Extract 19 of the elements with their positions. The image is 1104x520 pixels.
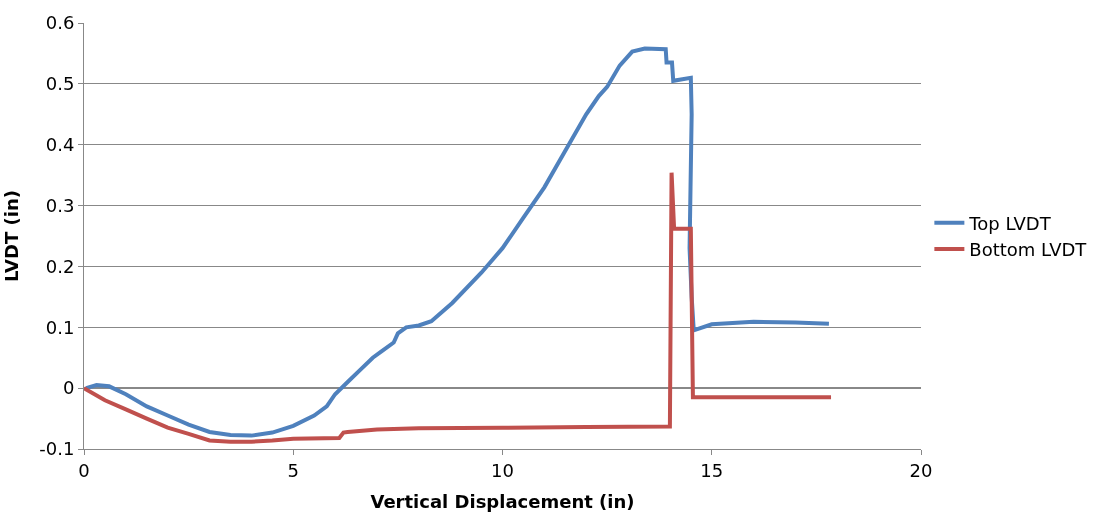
y-tick-label: 0.3 [45,194,75,216]
y-tick-label: 0.2 [45,255,75,277]
y-tick-label: -0.1 [39,438,75,460]
y-axis-title: LVDT (in) [1,190,23,282]
legend-label: Bottom LVDT [969,239,1088,261]
x-tick-label: 5 [287,459,299,481]
y-tick-label: 0.1 [45,316,75,338]
y-tick-label: 0.6 [45,12,75,34]
y-tick-label: 0 [62,377,75,399]
x-tick-label: 20 [909,459,933,481]
legend-label: Top LVDT [968,212,1052,234]
y-tick-label: 0.4 [45,134,75,156]
y-tick-label: 0.5 [45,73,75,95]
x-axis-title: Vertical Displacement (in) [370,490,635,512]
x-tick-label: 0 [78,459,90,481]
line-series [84,170,834,444]
line-series [84,46,831,438]
x-tick-label: 15 [700,459,724,481]
x-tick-label: 10 [491,459,514,481]
